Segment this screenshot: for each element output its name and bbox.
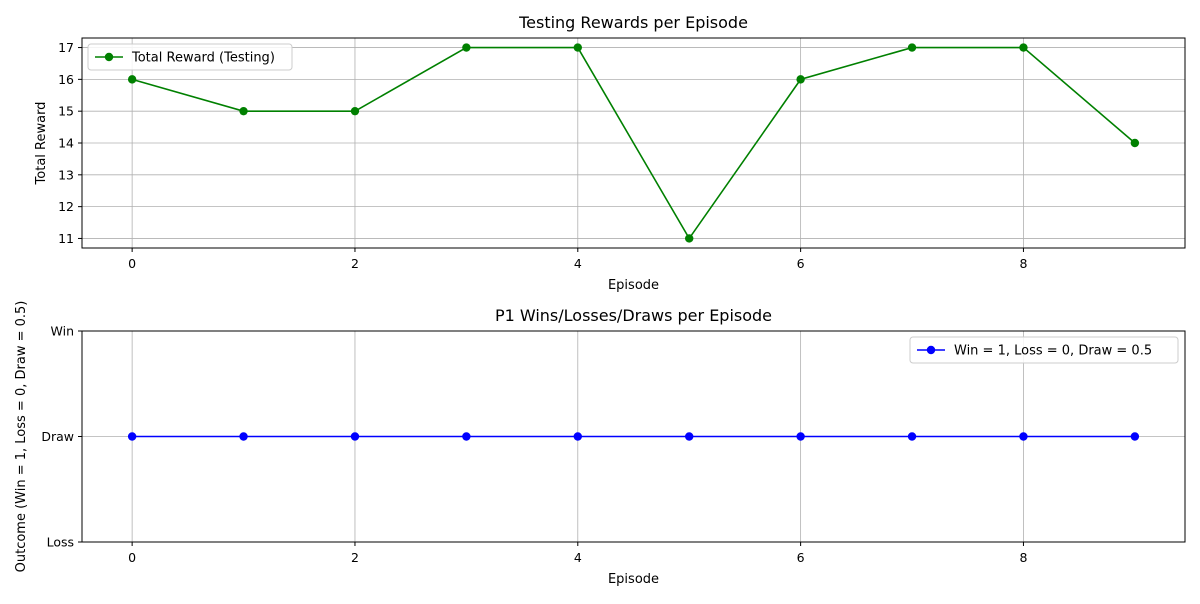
- data-point: [796, 75, 805, 84]
- data-point: [685, 432, 694, 441]
- data-point: [462, 432, 471, 441]
- data-point: [127, 75, 137, 84]
- y-tick-label: 16: [58, 72, 74, 87]
- y-tick-label: 11: [58, 231, 74, 246]
- data-point: [685, 234, 694, 243]
- legend-box: [909, 336, 1179, 364]
- x-tick-label: 0: [128, 256, 136, 271]
- y-tick-label: 14: [58, 136, 74, 151]
- data-point: [573, 43, 582, 52]
- data-point: [239, 432, 248, 441]
- data-point: [127, 432, 137, 441]
- y-tick-label: Win: [51, 324, 74, 339]
- data-point: [1019, 432, 1028, 441]
- legend-marker: [104, 52, 114, 62]
- chart-title: Testing Rewards per Episode: [518, 13, 748, 32]
- x-tick-label: 2: [351, 256, 359, 271]
- data-point: [907, 432, 917, 441]
- chart-1: 0 2 4 6 8 11 12 13 14 15 16 17 Testing Rewards per E…: [34, 13, 1186, 293]
- x-tick-label: 6: [797, 256, 805, 271]
- y-tick-label: 13: [58, 167, 74, 182]
- x-tick-label: 4: [574, 550, 582, 565]
- y-tick-label: Draw: [41, 429, 74, 444]
- x-tick-label: 6: [797, 550, 805, 565]
- y-axis-label: Outcome (Win = 1, Loss = 0, Draw = 0.5): [14, 301, 29, 573]
- data-point: [796, 432, 805, 441]
- data-point: [350, 432, 360, 441]
- x-axis-label: Episode: [608, 278, 659, 293]
- x-axis-label: Episode: [608, 572, 659, 587]
- legend-marker: [926, 345, 936, 355]
- x-tick-label: 2: [351, 550, 359, 565]
- chart-2: 0 2 4 6 8 Loss Draw Win P1 Wins/Losses/Draws per…: [14, 301, 1186, 587]
- y-tick-label: 12: [58, 199, 74, 214]
- legend-label: Win = 1, Loss = 0, Draw = 0.5: [954, 344, 1152, 359]
- data-point: [350, 106, 360, 116]
- data-point: [907, 43, 917, 52]
- x-tick-label: 8: [1019, 256, 1027, 271]
- data-point: [239, 106, 248, 116]
- x-tick-label: 8: [1019, 550, 1027, 565]
- data-point: [1130, 138, 1140, 148]
- y-tick-label: Loss: [47, 535, 74, 550]
- x-tick-label: 4: [574, 256, 582, 271]
- legend-label: Total Reward (Testing): [131, 51, 275, 66]
- y-tick-label: 17: [58, 40, 74, 55]
- y-axis-label: Total Reward: [34, 102, 49, 186]
- series-line: [131, 46, 1136, 240]
- legend-box: [87, 43, 293, 71]
- data-point: [462, 43, 471, 52]
- data-point: [573, 432, 582, 441]
- y-tick-label: 15: [58, 104, 74, 119]
- x-tick-label: 0: [128, 550, 136, 565]
- data-point: [1130, 432, 1140, 441]
- data-point: [1019, 43, 1028, 52]
- chart-title: P1 Wins/Losses/Draws per Episode: [495, 306, 772, 325]
